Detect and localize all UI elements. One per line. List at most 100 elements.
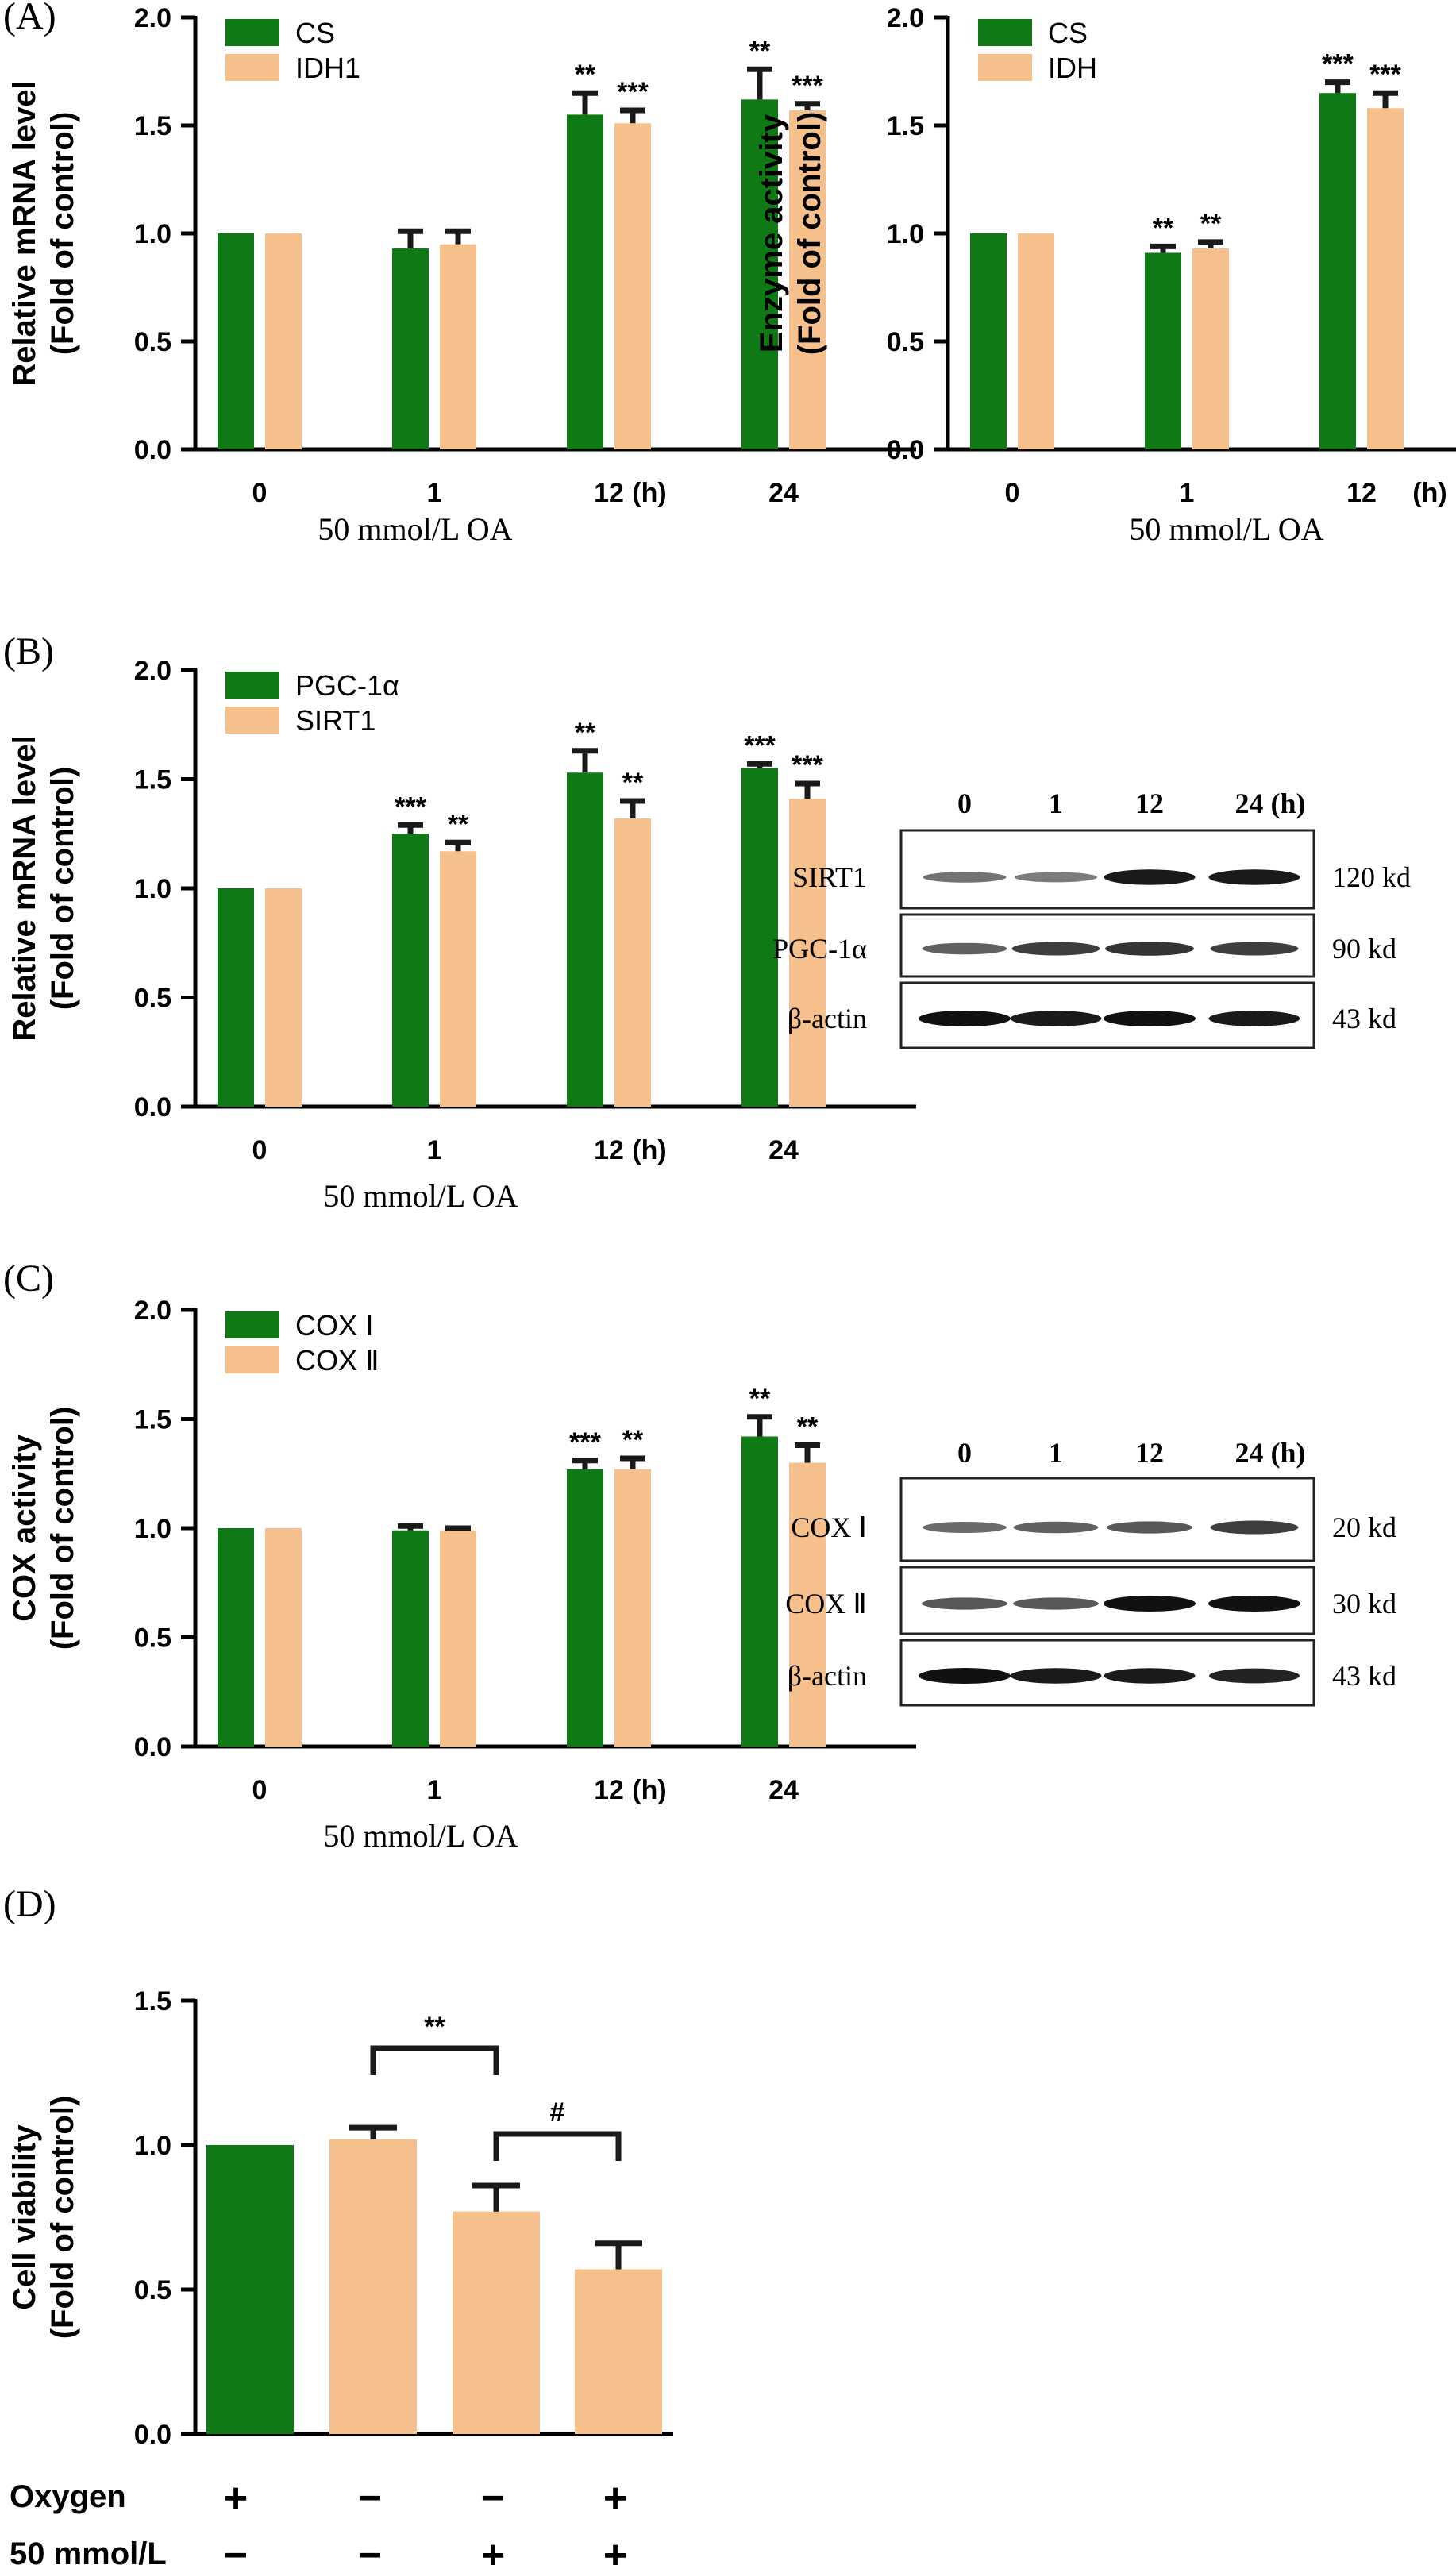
blot-row-label: PGC-1α	[772, 933, 867, 965]
error-bar	[572, 1458, 598, 1469]
condition-label: 50 mmol/L	[10, 2536, 167, 2565]
significance-label: **	[797, 1412, 819, 1442]
blot-band	[1015, 872, 1097, 883]
y-axis-label-unit: (Fold of control)	[45, 1407, 80, 1650]
blot-band	[1013, 1521, 1099, 1534]
blot-band	[1104, 1668, 1196, 1684]
blot-time-label: 0	[957, 788, 972, 819]
x-tick-label: 12	[594, 1775, 624, 1805]
x-tick-label: 0	[252, 478, 268, 508]
bar-cox-12	[567, 1469, 603, 1747]
legend-label: COX Ⅰ	[295, 1309, 374, 1342]
blot-row-label: SIRT1	[792, 861, 867, 893]
condition-sign: +	[603, 2475, 627, 2521]
x-tick-label: 1	[427, 1775, 442, 1805]
panel-label: (D)	[3, 1883, 56, 1925]
x-unit-label: (h)	[1412, 478, 1446, 508]
x-axis-label: 50 mmol/L OA	[323, 1178, 518, 1214]
legend-swatch	[978, 54, 1032, 81]
blot-size-label: 120 kd	[1332, 861, 1411, 893]
bar-condition-2	[329, 2139, 417, 2434]
blot-time-label: 1	[1049, 788, 1063, 819]
y-tick-label: 1.0	[134, 219, 171, 249]
y-tick-label: 0.5	[134, 2275, 171, 2305]
error-bar	[445, 228, 471, 245]
x-tick-label: 24	[768, 1775, 799, 1805]
blot-size-label: 43 kd	[1332, 1003, 1396, 1034]
y-tick-label: 2.0	[887, 3, 924, 33]
y-tick-label: 1.0	[134, 1514, 171, 1544]
y-tick-label: 1.5	[887, 111, 924, 141]
error-bar	[1150, 243, 1176, 253]
chart-D: (D) 0.0 0.5 1.0 1.5 ** # Cell viability (Fold of…	[3, 1883, 673, 2565]
bar-idh1-0	[265, 233, 302, 449]
chart-C: (C)0.00.51.01.52.00 1*** **12****24(h)50 m…	[3, 1257, 916, 1854]
bar-sirt1-1	[440, 851, 476, 1107]
y-tick-label: 1.5	[134, 111, 171, 141]
legend-swatch	[225, 1346, 279, 1373]
y-axis-label-unit: (Fold of control)	[45, 112, 80, 356]
blot-time-label: 12	[1135, 1437, 1164, 1469]
y-tick-label: 1.0	[134, 2131, 171, 2161]
blot-time-label: 0	[957, 1437, 972, 1469]
blot-band	[922, 942, 1007, 955]
significance-bracket	[493, 2131, 622, 2161]
x-unit-label: (h)	[632, 478, 666, 508]
error-bar	[1198, 239, 1223, 249]
blot-band	[1010, 1011, 1102, 1026]
bar-idh-12	[1367, 108, 1404, 450]
significance-label: **	[749, 36, 771, 66]
bar-pgc1-0	[218, 888, 254, 1107]
error-bar	[445, 1525, 471, 1531]
bar-pgc1-1	[392, 834, 429, 1107]
blot-band	[1013, 1597, 1099, 1610]
x-axis-label: 50 mmol/L OA	[318, 511, 512, 547]
error-bar	[620, 107, 645, 124]
western-blot-c: 0 1 12 24 (h) COX Ⅰ 20 kd COX Ⅱ 30 kd β-actin 43 …	[785, 1437, 1396, 1707]
condition-sign: −	[358, 2475, 382, 2521]
blot-time-label: 24 (h)	[1235, 788, 1306, 819]
y-tick-label: 2.0	[134, 3, 171, 33]
y-axis-label: COX activity	[7, 1434, 42, 1621]
blot-strip	[899, 829, 1315, 910]
x-tick-label: 1	[1180, 478, 1195, 508]
condition-sign: −	[224, 2532, 248, 2565]
significance-label: **	[622, 1425, 644, 1455]
legend-label: COX Ⅱ	[295, 1344, 379, 1377]
significance-label: **	[448, 809, 469, 839]
chart-A2: 0.00.51.01.52.00****1******12****24(h)50…	[754, 3, 1456, 547]
blot-band	[1210, 1520, 1299, 1535]
x-tick-label: 12	[594, 1135, 624, 1165]
blot-band	[1107, 1521, 1192, 1534]
error-bar	[595, 2240, 642, 2270]
significance-label: **	[575, 718, 596, 748]
legend-label: CS	[295, 17, 335, 49]
blot-band	[1104, 869, 1196, 885]
condition-label: Oxygen	[10, 2479, 126, 2514]
significance-label: ***	[1369, 60, 1401, 90]
bar-condition-4	[575, 2269, 662, 2434]
legend-swatch	[978, 19, 1032, 46]
significance-label: ***	[569, 1427, 601, 1458]
bracket-label: #	[550, 2097, 565, 2128]
blot-row-label: β-actin	[788, 1003, 867, 1034]
chart-A1: (A)0.00.51.01.52.00 1*****12*****24(h)50 …	[3, 0, 916, 547]
x-tick-label: 12	[1346, 478, 1377, 508]
blot-size-label: 43 kd	[1332, 1660, 1396, 1692]
chart-B: (B)0.00.51.01.52.00*****1****12******24(…	[3, 630, 916, 1214]
significance-label: **	[1153, 213, 1174, 243]
bar-idh1-1	[440, 244, 476, 449]
bar-cox-24	[741, 1436, 778, 1747]
y-axis-label: Enzyme activity	[754, 114, 789, 352]
y-tick-label: 0.5	[134, 327, 171, 357]
legend-label: SIRT1	[295, 704, 376, 737]
legend-label: IDH1	[295, 52, 360, 84]
bar-cox-12	[614, 1469, 651, 1747]
blot-time-label: 12	[1135, 788, 1164, 819]
bracket-label: **	[424, 2012, 445, 2042]
blot-band	[1208, 1596, 1300, 1612]
significance-label: ***	[792, 750, 823, 780]
error-bar	[795, 101, 820, 110]
y-tick-label: 1.5	[134, 765, 171, 795]
